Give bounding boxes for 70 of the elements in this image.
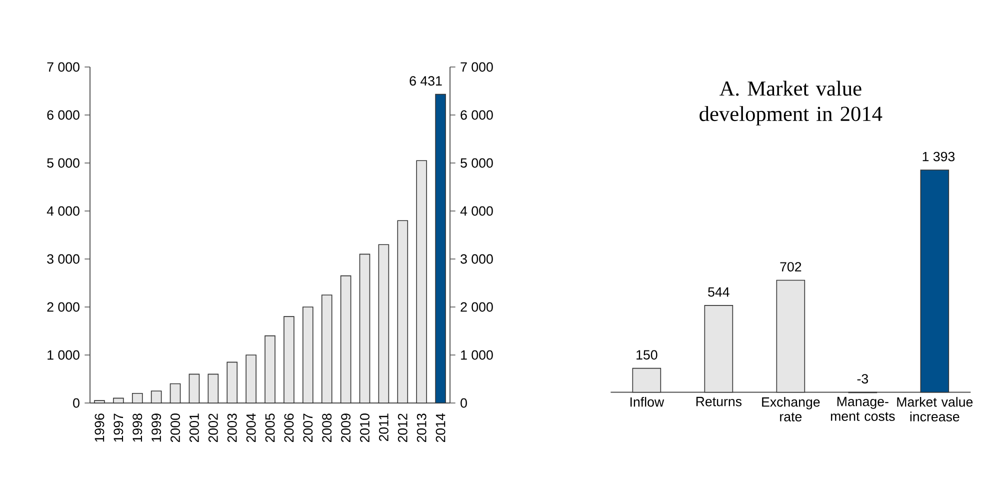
x-tick-label: 1999 — [152, 414, 162, 442]
x-tick-label: Market value increase — [897, 396, 973, 422]
bar — [416, 160, 427, 404]
x-tick-label: 1998 — [132, 414, 142, 442]
x-tick-label: 2002 — [208, 414, 218, 442]
x-tick-label: 2006 — [284, 414, 294, 442]
y-tick-label: 7 000 — [47, 62, 80, 72]
bar — [284, 316, 294, 404]
y-tick-label: 1 000 — [48, 350, 80, 360]
bar — [150, 390, 162, 404]
x-tick-label: Manage-ment costs — [830, 396, 895, 421]
x-tick-label: 2012 — [398, 414, 408, 442]
y-tick-label: 5 000 — [47, 158, 80, 168]
y2-tick-label: 0 — [460, 398, 467, 408]
y2-tick-label: 3 000 — [460, 254, 493, 264]
bar — [302, 306, 314, 404]
bar — [208, 374, 219, 404]
bar — [776, 280, 806, 393]
y-tick-label: 3 000 — [47, 254, 80, 264]
bar — [246, 354, 256, 404]
y2-tick-label: 4 000 — [460, 206, 493, 216]
x-tick-label: Exchange rate — [762, 396, 820, 422]
x-tick-label: 2001 — [190, 414, 199, 442]
y2-tick-label: 7 000 — [460, 62, 493, 72]
y2-tick-label: 6 000 — [460, 110, 493, 120]
x-tick-label: 2011 — [378, 414, 388, 442]
x-tick-label: 2007 — [303, 414, 313, 442]
y-tick-label: 2 000 — [47, 302, 80, 312]
chart-title: A. Market value development in 2014 — [700, 80, 882, 126]
bar — [704, 305, 734, 393]
x-tick-label: 1996 — [94, 414, 104, 442]
bar — [435, 94, 446, 404]
bar — [397, 220, 408, 404]
data-label: 150 — [636, 350, 658, 360]
x-tick-label: 2004 — [246, 413, 256, 442]
y-tick-label: 0 — [73, 398, 80, 408]
x-tick-label: Inflow — [630, 396, 664, 407]
x-tick-label: 2013 — [416, 414, 426, 442]
bar — [264, 335, 276, 404]
bar — [226, 362, 238, 404]
data-label: -3 — [857, 374, 868, 384]
bar — [340, 275, 352, 404]
data-label: 1 393 — [922, 152, 955, 162]
x-tick-label: 2010 — [360, 414, 370, 442]
y2-tick-label: 2 000 — [460, 302, 493, 312]
y2-tick-label: 1 000 — [461, 350, 493, 360]
bar — [920, 170, 950, 393]
bar — [170, 383, 181, 404]
x-tick-label: 2000 — [170, 414, 180, 442]
bar — [132, 392, 143, 404]
x-tick-label: 1997 — [114, 414, 124, 442]
bar — [359, 254, 370, 404]
y-tick-label: 6 000 — [47, 110, 80, 120]
x-tick-label: 2008 — [322, 414, 332, 442]
y2-tick-label: 5 000 — [460, 158, 493, 168]
data-label: 702 — [780, 262, 802, 272]
bar — [321, 294, 332, 404]
x-tick-label: 2009 — [341, 414, 351, 442]
bar — [94, 400, 105, 404]
bar — [113, 398, 124, 404]
data-label: 544 — [708, 287, 730, 297]
data-label: 6 431 — [410, 76, 442, 86]
x-tick-label: 2014 — [436, 413, 446, 442]
bar — [378, 244, 390, 404]
bar — [188, 374, 200, 404]
x-tick-label: Returns — [696, 396, 742, 406]
y-tick-label: 4 000 — [46, 206, 80, 216]
x-tick-label: 2005 — [265, 414, 275, 442]
bar — [632, 368, 662, 393]
x-tick-label: 2003 — [227, 414, 237, 442]
